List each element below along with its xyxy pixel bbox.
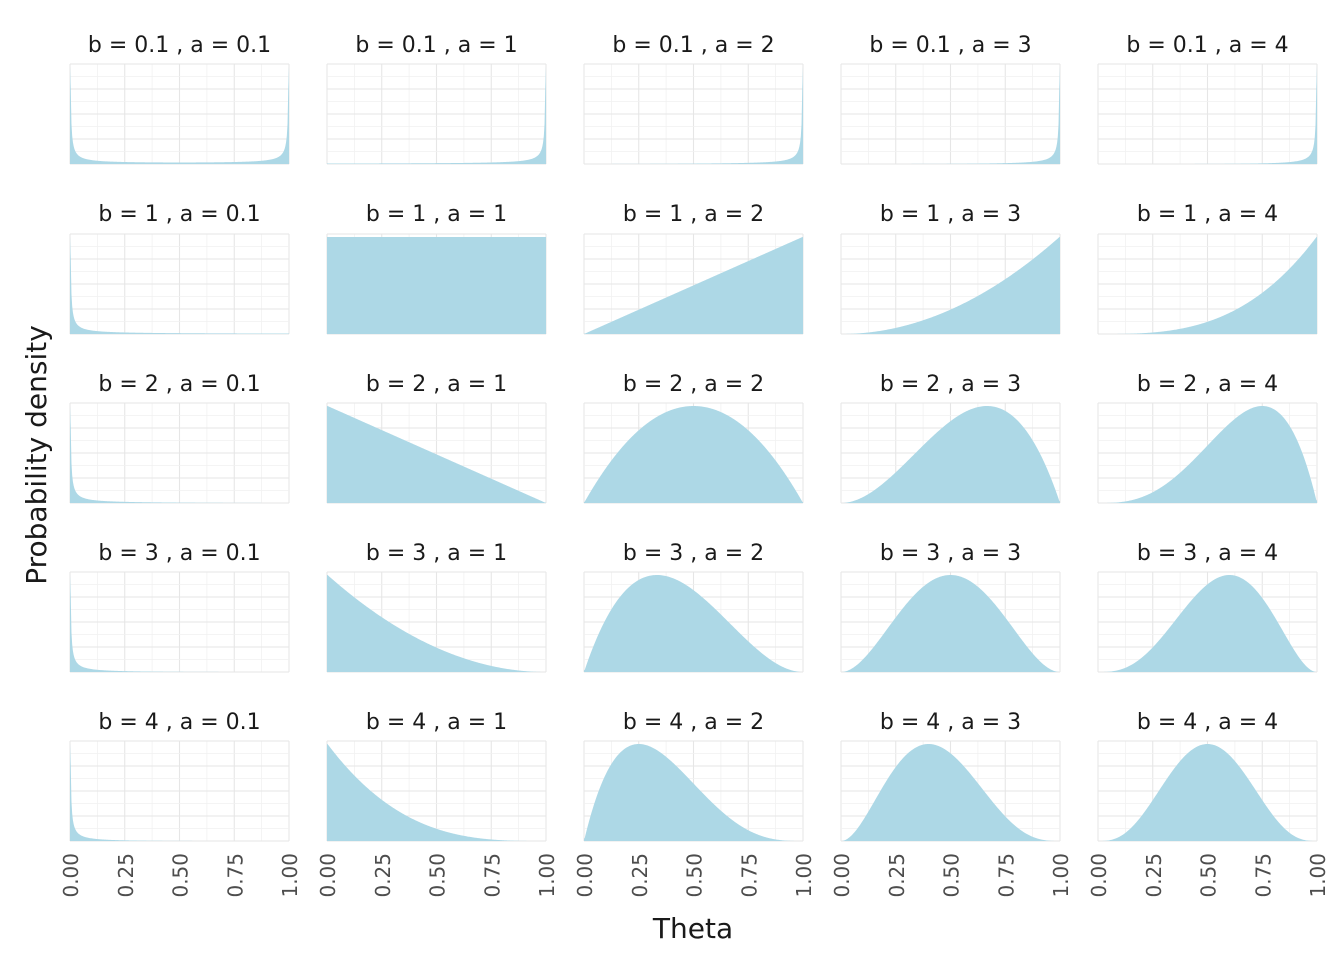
- facet-panel: b = 2 , a = 4: [1097, 372, 1318, 504]
- facet-strip-label: b = 2 , a = 3: [880, 372, 1021, 397]
- x-tick-label: 0.00: [573, 853, 597, 898]
- density-area: [327, 237, 546, 334]
- facet-panel: b = 4 , a = 0.1 0.00 0.25 0.50 0.75 1.00: [59, 710, 302, 898]
- x-tick-label: 1.00: [535, 853, 559, 898]
- x-tick-label: 0.00: [316, 853, 340, 898]
- density-area: [327, 575, 546, 672]
- facet-strip-label: b = 3 , a = 3: [880, 541, 1021, 566]
- facet-strip-label: b = 0.1 , a = 3: [869, 33, 1031, 58]
- facet-strip-label: b = 4 , a = 1: [366, 710, 507, 735]
- x-tick-label: 0.25: [1142, 853, 1166, 898]
- facet-panel: b = 3 , a = 1: [326, 541, 547, 673]
- facet-strip-label: b = 2 , a = 0.1: [98, 372, 260, 397]
- x-tick-label: 0.75: [737, 853, 761, 898]
- facet-strip-label: b = 4 , a = 0.1: [98, 710, 260, 735]
- x-axis-title: Theta: [652, 912, 733, 945]
- x-tick-label: 0.00: [1087, 853, 1111, 898]
- facet-panel: b = 2 , a = 3: [840, 372, 1061, 504]
- x-tick-label: 1.00: [792, 853, 816, 898]
- x-tick-label: 0.25: [371, 853, 395, 898]
- facet-panel: b = 0.1 , a = 4: [1097, 33, 1318, 165]
- facet-panel: b = 2 , a = 2: [583, 372, 804, 504]
- facet-strip-label: b = 0.1 , a = 2: [612, 33, 774, 58]
- x-tick-label: 0.50: [940, 853, 964, 898]
- facet-strip-label: b = 3 , a = 0.1: [98, 541, 260, 566]
- density-area: [1098, 744, 1317, 841]
- x-tick-label: 0.25: [628, 853, 652, 898]
- density-area: [1098, 406, 1317, 503]
- x-tick-label: 0.75: [480, 853, 504, 898]
- facet-strip-label: b = 4 , a = 3: [880, 710, 1021, 735]
- density-area: [841, 406, 1060, 503]
- density-area: [841, 744, 1060, 841]
- density-area: [327, 406, 546, 503]
- facet-strip-label: b = 1 , a = 2: [623, 202, 764, 227]
- facet-panel: b = 0.1 , a = 2: [583, 33, 804, 165]
- facet-panel: b = 3 , a = 3: [840, 541, 1061, 673]
- density-area: [584, 575, 803, 672]
- y-axis-title: Probability density: [20, 325, 53, 585]
- facet-panel: b = 3 , a = 0.1: [69, 541, 290, 673]
- density-area: [584, 406, 803, 503]
- facet-panel: b = 2 , a = 0.1: [69, 372, 290, 504]
- facet-panel: b = 4 , a = 2 0.00 0.25 0.50 0.75 1.00: [573, 710, 816, 898]
- x-tick-label: 0.75: [1251, 853, 1275, 898]
- facet-panel: b = 1 , a = 2: [583, 202, 804, 335]
- facet-strip-label: b = 2 , a = 4: [1137, 372, 1278, 397]
- density-area: [327, 744, 546, 841]
- facet-panel: b = 0.1 , a = 0.1: [69, 33, 290, 165]
- facet-panel: b = 1 , a = 4: [1097, 202, 1318, 335]
- x-tick-label: 0.25: [885, 853, 909, 898]
- facet-strip-label: b = 1 , a = 4: [1137, 202, 1278, 227]
- facet-panel: b = 1 , a = 3: [840, 202, 1061, 335]
- x-tick-label: 0.50: [169, 853, 193, 898]
- facet-strip-label: b = 1 , a = 0.1: [98, 202, 260, 227]
- facet-panel: b = 3 , a = 2: [583, 541, 804, 673]
- x-tick-label: 1.00: [1306, 853, 1330, 898]
- x-tick-label: 0.50: [426, 853, 450, 898]
- density-area: [1098, 575, 1317, 672]
- facet-strip-label: b = 3 , a = 4: [1137, 541, 1278, 566]
- facet-strip-label: b = 2 , a = 1: [366, 372, 507, 397]
- facet-strip-label: b = 4 , a = 2: [623, 710, 764, 735]
- x-tick-label: 0.00: [830, 853, 854, 898]
- facet-panel: b = 2 , a = 1: [326, 372, 547, 504]
- facet-strip-label: b = 0.1 , a = 4: [1126, 33, 1288, 58]
- facet-strip-label: b = 3 , a = 1: [366, 541, 507, 566]
- density-area: [841, 575, 1060, 672]
- facet-panel: b = 4 , a = 3 0.00 0.25 0.50 0.75 1.00: [830, 710, 1073, 898]
- facet-panel: b = 1 , a = 0.1: [69, 202, 290, 335]
- facet-panel: b = 4 , a = 1 0.00 0.25 0.50 0.75 1.00: [316, 710, 559, 898]
- facet-strip-label: b = 0.1 , a = 0.1: [88, 33, 271, 58]
- x-tick-label: 0.75: [223, 853, 247, 898]
- facet-strip-label: b = 2 , a = 2: [623, 372, 764, 397]
- density-area: [1098, 237, 1317, 334]
- x-tick-label: 0.00: [59, 853, 83, 898]
- x-tick-label: 0.25: [114, 853, 138, 898]
- density-area: [584, 744, 803, 841]
- x-tick-label: 0.50: [1197, 853, 1221, 898]
- facet-strip-label: b = 1 , a = 1: [366, 202, 507, 227]
- facet-strip-label: b = 4 , a = 4: [1137, 710, 1278, 735]
- facet-strip-label: b = 3 , a = 2: [623, 541, 764, 566]
- density-area: [841, 237, 1060, 334]
- facet-panels: b = 0.1 , a = 0.1 b = 0.1 , a = 1 b = 0.1 …: [59, 33, 1330, 898]
- facet-panel: b = 4 , a = 4 0.00 0.25 0.50 0.75 1.00: [1087, 710, 1330, 898]
- density-area: [584, 237, 803, 334]
- facet-strip-label: b = 0.1 , a = 1: [355, 33, 517, 58]
- facet-strip-label: b = 1 , a = 3: [880, 202, 1021, 227]
- facet-panel: b = 0.1 , a = 3: [840, 33, 1061, 165]
- facet-panel: b = 3 , a = 4: [1097, 541, 1318, 673]
- x-tick-label: 1.00: [278, 853, 302, 898]
- x-tick-label: 0.75: [994, 853, 1018, 898]
- facet-panel: b = 1 , a = 1: [326, 202, 547, 335]
- facet-panel: b = 0.1 , a = 1: [326, 33, 547, 165]
- x-tick-label: 0.50: [683, 853, 707, 898]
- x-tick-label: 1.00: [1049, 853, 1073, 898]
